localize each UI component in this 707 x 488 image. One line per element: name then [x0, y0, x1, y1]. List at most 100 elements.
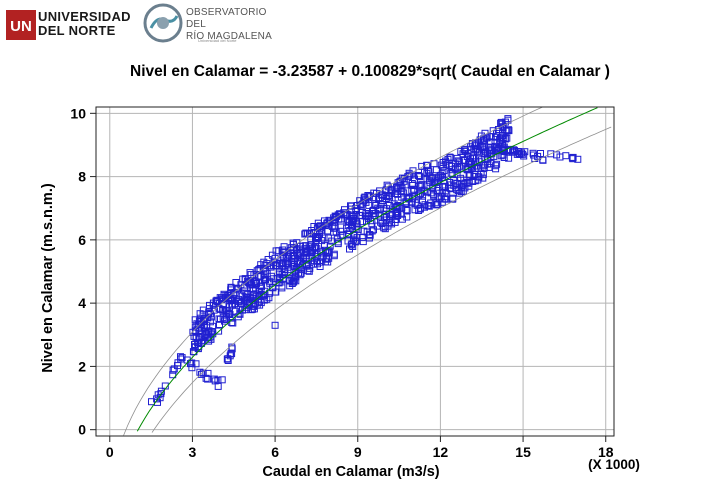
data-point — [228, 345, 236, 353]
data-point — [234, 286, 241, 294]
data-point — [271, 321, 279, 329]
y-tick-label: 8 — [78, 169, 86, 185]
data-point — [255, 291, 263, 299]
data-point — [169, 366, 177, 374]
data-point — [301, 230, 309, 238]
data-point — [270, 262, 278, 270]
data-point — [372, 202, 380, 209]
x-tick-label: 0 — [106, 444, 114, 460]
lower-prediction-limit — [151, 126, 612, 433]
data-point — [411, 206, 419, 214]
data-point — [574, 155, 582, 163]
data-point — [451, 179, 459, 187]
data-point — [501, 118, 509, 126]
data-point — [415, 207, 423, 214]
data-point — [397, 193, 405, 201]
data-point — [376, 187, 384, 195]
data-point — [416, 173, 424, 181]
x-tick-label: 6 — [271, 444, 279, 460]
data-point — [249, 305, 256, 313]
data-point — [215, 315, 223, 323]
data-point — [416, 204, 424, 212]
data-point — [393, 202, 401, 210]
observatory-subline: Universidad del Norte — [198, 38, 237, 43]
x-tick-label: 9 — [354, 444, 362, 460]
data-point — [290, 278, 298, 286]
data-point — [330, 222, 338, 230]
data-point — [424, 166, 432, 174]
data-point — [421, 201, 429, 209]
data-point — [199, 369, 207, 377]
university-line1: UNIVERSIDAD — [38, 9, 131, 24]
data-point — [290, 276, 298, 284]
data-point — [392, 204, 400, 211]
data-point — [339, 231, 347, 239]
data-point — [529, 149, 537, 157]
x-axis-label: Caudal en Calamar (m3/s) — [262, 464, 439, 480]
data-point — [469, 178, 477, 185]
data-point — [432, 201, 440, 209]
data-point — [191, 327, 199, 335]
data-point — [247, 271, 255, 279]
data-point — [303, 262, 311, 270]
data-point — [326, 217, 334, 225]
data-point — [462, 165, 470, 173]
data-point — [371, 200, 379, 208]
data-point — [313, 234, 321, 241]
data-point — [224, 357, 232, 364]
x-tick-label: 3 — [189, 444, 197, 460]
data-point — [460, 180, 468, 188]
data-point — [314, 219, 322, 227]
data-point — [206, 301, 213, 309]
data-point — [429, 184, 437, 192]
data-point — [408, 180, 416, 187]
data-point — [205, 309, 213, 317]
data-point — [228, 296, 235, 304]
y-tick-label: 2 — [78, 358, 86, 374]
data-point — [321, 258, 329, 266]
data-point — [505, 154, 513, 162]
data-point — [204, 328, 212, 336]
data-point — [454, 157, 462, 165]
data-point — [217, 296, 225, 304]
data-point — [292, 277, 300, 285]
data-point — [461, 184, 469, 192]
observatorio-logo: OBSERVATORIO DEL RÍO MAGDALENA Universid… — [143, 2, 283, 48]
x-tick-label: 18 — [598, 444, 614, 460]
data-point — [348, 240, 356, 248]
data-point — [366, 231, 374, 239]
data-point — [500, 154, 508, 161]
universidad-del-norte-logo: UN UNIVERSIDAD DEL NORTE — [6, 8, 136, 40]
data-point — [299, 242, 307, 250]
data-point — [461, 179, 469, 187]
data-point — [210, 375, 218, 383]
data-point — [301, 249, 309, 257]
data-point — [492, 133, 500, 141]
data-point — [207, 335, 215, 343]
data-point — [200, 336, 208, 344]
data-point — [503, 134, 511, 142]
data-point — [511, 147, 518, 155]
data-point — [191, 316, 199, 324]
data-point — [228, 350, 236, 357]
university-line2: DEL NORTE — [38, 23, 116, 38]
data-point — [547, 150, 555, 158]
data-point — [394, 179, 402, 187]
data-point — [225, 311, 233, 318]
data-point — [246, 269, 254, 277]
data-point — [198, 370, 205, 378]
data-point — [382, 195, 390, 202]
data-point — [403, 207, 411, 214]
data-point — [402, 206, 410, 214]
data-point — [178, 354, 186, 362]
data-point — [205, 337, 213, 345]
data-point — [472, 140, 480, 148]
data-point — [218, 376, 226, 384]
data-point — [289, 244, 297, 252]
data-point — [514, 148, 522, 155]
data-point — [340, 209, 348, 217]
data-point — [196, 310, 204, 318]
data-point — [239, 306, 246, 314]
data-point — [275, 247, 283, 255]
data-point — [368, 227, 376, 235]
